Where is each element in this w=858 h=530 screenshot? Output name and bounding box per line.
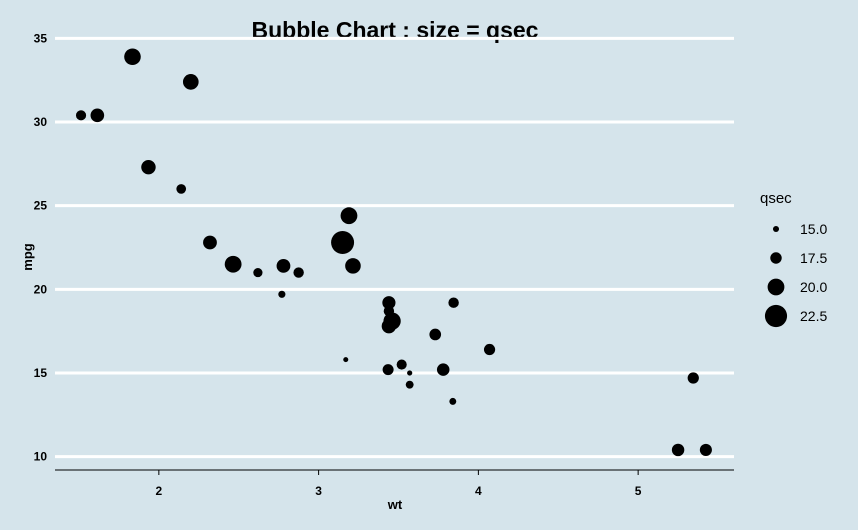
- bubble-point: [429, 328, 442, 341]
- bubble-point: [405, 380, 414, 389]
- bubble-point: [381, 318, 397, 334]
- y-axis-ticks: 10 15 20 25 30 35: [34, 31, 48, 463]
- legend-title: qsec: [760, 190, 792, 207]
- bubble-point: [345, 258, 361, 274]
- x-axis-title: wt: [387, 497, 403, 512]
- legend-label: 22.5: [800, 308, 827, 324]
- bubble-point: [90, 108, 105, 123]
- bubble-point: [699, 443, 712, 456]
- legend-items: 15.0 17.5 20.0 22.5: [764, 221, 827, 328]
- bubble-point: [396, 359, 407, 370]
- x-tick-label: 5: [635, 484, 642, 498]
- bubble-point: [407, 370, 413, 376]
- y-tick-label: 35: [34, 31, 48, 45]
- x-axis-ticks: 2 3 4 5: [156, 470, 642, 498]
- legend-label: 17.5: [800, 250, 827, 266]
- bubble-point: [687, 372, 699, 384]
- y-tick-label: 10: [34, 450, 48, 464]
- bubble-point: [671, 443, 685, 457]
- size-legend: qsec 15.0 17.5 20.0 22.5: [760, 190, 827, 328]
- bubble-point: [449, 397, 457, 405]
- bubble-point: [182, 74, 199, 90]
- x-tick-label: 2: [156, 484, 163, 498]
- x-tick-label: 4: [475, 484, 482, 498]
- legend-key: [770, 252, 782, 264]
- bubble-point: [382, 296, 396, 310]
- y-tick-label: 25: [34, 199, 48, 213]
- bubble-point: [276, 259, 291, 273]
- bubble-point: [141, 159, 156, 175]
- gridlines: [55, 36, 734, 459]
- bubble-point: [382, 364, 394, 376]
- x-tick-label: 3: [315, 484, 322, 498]
- bubble-point: [483, 343, 496, 356]
- y-axis-title: mpg: [20, 243, 35, 271]
- legend-key: [767, 278, 785, 296]
- y-tick-label: 15: [34, 366, 48, 380]
- bubble-point: [278, 290, 286, 298]
- bubble-point: [331, 230, 355, 254]
- bubble-point: [340, 207, 358, 225]
- bubble-point: [203, 235, 217, 250]
- legend-key: [764, 304, 788, 328]
- legend-label: 20.0: [800, 279, 827, 295]
- bubble-point: [253, 267, 263, 278]
- legend-key: [772, 225, 780, 233]
- bubble-point: [293, 267, 304, 278]
- bubble-point: [436, 363, 450, 376]
- data-points: [75, 48, 712, 457]
- bubble-point: [75, 110, 87, 121]
- bubble-point: [448, 297, 459, 308]
- bubble-point: [124, 48, 141, 66]
- bubble-point: [224, 255, 242, 273]
- bubble-point: [176, 184, 187, 194]
- y-tick-label: 30: [34, 115, 48, 129]
- y-tick-label: 20: [34, 282, 48, 296]
- bubble-point: [343, 357, 349, 363]
- legend-label: 15.0: [800, 221, 827, 237]
